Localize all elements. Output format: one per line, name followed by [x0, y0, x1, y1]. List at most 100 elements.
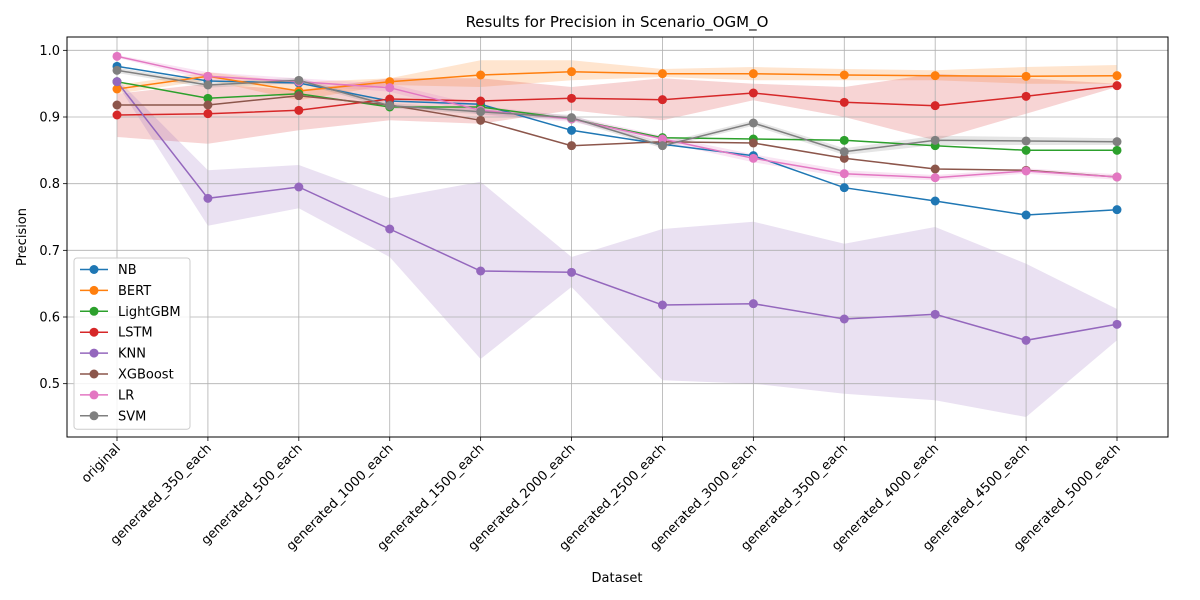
data-point-svm [385, 101, 395, 111]
series-line-knn [116, 81, 1118, 342]
data-point-knn [294, 182, 304, 192]
data-point-xgboost [112, 100, 122, 110]
data-point-knn [839, 314, 849, 324]
plot-frame [66, 36, 1169, 438]
y-tick-label: 0.5 [39, 377, 60, 392]
data-point-knn [657, 300, 667, 310]
data-point-nb [1021, 210, 1031, 220]
y-tick-label: 1.0 [39, 44, 60, 59]
data-point-lstm [1112, 81, 1122, 91]
data-point-lstm [839, 97, 849, 107]
data-point-knn [930, 309, 940, 319]
data-point-nb [930, 196, 940, 206]
x-axis-label: Dataset [592, 571, 643, 586]
series-line-svm [116, 69, 1118, 153]
data-point-nb [1112, 205, 1122, 215]
data-point-lr [930, 173, 940, 183]
data-point-lr [748, 153, 758, 163]
data-point-lstm [112, 110, 122, 120]
data-point-lightgbm [203, 93, 213, 103]
legend-marker-bert [89, 285, 99, 295]
data-point-svm [1112, 137, 1122, 147]
data-point-bert [112, 84, 122, 94]
data-point-lstm [930, 101, 940, 111]
legend-marker-lr [89, 390, 99, 400]
data-point-lr [657, 134, 667, 144]
legend-label-lightgbm: LightGBM [118, 305, 181, 320]
data-point-nb [839, 183, 849, 193]
data-point-svm [567, 113, 577, 123]
data-point-knn [1112, 319, 1122, 329]
confidence-band-knn [117, 79, 1117, 417]
series-lines [116, 55, 1118, 342]
data-point-svm [112, 65, 122, 75]
y-tick-label: 0.7 [39, 244, 60, 259]
legend-label-lstm: LSTM [118, 326, 153, 341]
series-line-nb [116, 65, 1118, 216]
legend-label-knn: KNN [118, 347, 146, 362]
data-point-svm [930, 135, 940, 145]
y-axis-ticks: 0.5 0.6 0.7 0.8 0.9 1.0 [39, 44, 67, 392]
data-point-knn [748, 299, 758, 309]
legend-marker-lightgbm [89, 306, 99, 316]
data-point-bert [1021, 71, 1031, 81]
data-point-xgboost [203, 100, 213, 110]
data-point-bert [567, 67, 577, 77]
data-point-lstm [476, 96, 486, 106]
series-points [112, 51, 1122, 345]
data-point-knn [203, 193, 213, 203]
y-tick-label: 0.8 [39, 177, 60, 192]
legend-label-svm: SVM [118, 409, 146, 424]
legend-marker-svm [89, 411, 99, 421]
x-tick-label: generated_500_each [199, 441, 306, 548]
data-point-lstm [748, 88, 758, 98]
data-point-svm [657, 141, 667, 151]
legend-label-bert: BERT [118, 284, 151, 299]
x-axis-ticks: originalgenerated_350_eachgenerated_500_… [79, 437, 1124, 554]
data-point-bert [657, 69, 667, 79]
data-point-svm [476, 107, 486, 117]
legend-marker-knn [89, 348, 99, 358]
data-point-svm [839, 147, 849, 157]
data-point-knn [385, 224, 395, 234]
data-point-bert [839, 70, 849, 80]
data-point-lightgbm [1112, 145, 1122, 155]
x-tick-label: generated_350_each [108, 441, 215, 548]
data-point-svm [294, 75, 304, 85]
data-point-svm [203, 80, 213, 90]
data-point-knn [1021, 335, 1031, 345]
legend-marker-nb [89, 265, 99, 274]
data-point-lr [385, 83, 395, 93]
y-tick-label: 0.9 [39, 111, 60, 126]
data-point-xgboost [930, 164, 940, 174]
data-point-xgboost [748, 138, 758, 148]
data-point-xgboost [476, 115, 486, 125]
data-point-lightgbm [1021, 145, 1031, 155]
legend-label-xgboost: XGBoost [118, 368, 174, 383]
data-point-lstm [294, 105, 304, 115]
y-axis-label: Precision [15, 208, 30, 266]
confidence-band-lstm [117, 73, 1117, 144]
data-point-bert [1112, 71, 1122, 81]
data-point-lr [112, 51, 122, 61]
legend-marker-xgboost [89, 369, 99, 379]
y-tick-label: 0.6 [39, 311, 60, 326]
data-point-lightgbm [839, 135, 849, 145]
data-point-xgboost [567, 141, 577, 151]
data-point-lstm [657, 95, 667, 105]
data-point-knn [567, 267, 577, 277]
data-point-xgboost [839, 153, 849, 163]
legend-label-lr: LR [118, 388, 134, 403]
data-point-lstm [203, 109, 213, 119]
data-point-lr [1021, 166, 1031, 176]
x-tick-label: generated_5000_each [1011, 441, 1124, 554]
data-point-bert [748, 69, 758, 79]
data-point-lstm [1021, 91, 1031, 101]
grid-lines [67, 37, 1168, 437]
legend-marker-lstm [89, 327, 99, 337]
data-point-svm [748, 118, 758, 128]
series-line-lstm [116, 84, 1118, 116]
chart-title: Results for Precision in Scenario_OGM_O [466, 13, 769, 32]
x-tick-label: original [79, 441, 124, 486]
